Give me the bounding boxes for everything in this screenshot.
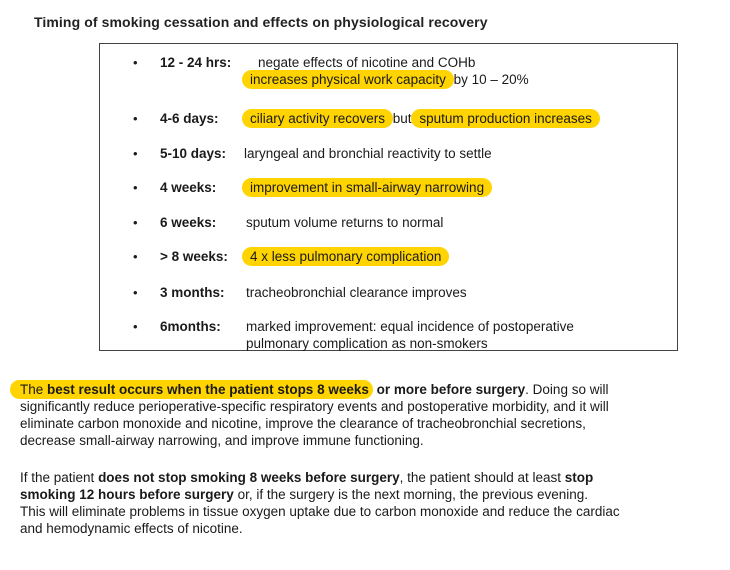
item-label: 3 months: (160, 285, 225, 300)
text-fragment: If the patient (20, 470, 99, 485)
paragraph-line: This will eliminate problems in tissue o… (20, 504, 620, 519)
text-fragment: , the patient should at least (399, 470, 565, 485)
highlight: The best result occurs when the patient … (10, 380, 373, 399)
paragraph-line: If the patient does not stop smoking 8 w… (20, 469, 720, 486)
item-label: 6months: (160, 319, 221, 334)
highlight: improvement in small-airway narrowing (242, 178, 493, 197)
bullet-icon: • (133, 146, 138, 161)
bullet-icon: • (133, 111, 138, 126)
highlight: sputum production increases (411, 109, 600, 128)
bold-text: does not stop smoking 8 weeks before sur… (98, 470, 400, 485)
item-label: 4-6 days: (160, 111, 219, 126)
bullet-icon: • (133, 215, 138, 230)
text-fragment: The (20, 382, 48, 397)
bold-text: smoking 12 hours before surgery (20, 487, 234, 502)
item-label: 6 weeks: (160, 215, 217, 230)
item-text: negate effects of nicotine and COHb (258, 55, 476, 70)
paragraph-if-not-stop: If the patient does not stop smoking 8 w… (20, 469, 720, 537)
text-fragment: . Doing so will (525, 382, 609, 397)
text-fragment: or, if the surgery is the next morning, … (233, 487, 589, 502)
bullet-icon: • (133, 249, 138, 264)
item-label: 4 weeks: (160, 180, 217, 195)
item-text: tracheobronchial clearance improves (246, 285, 467, 300)
item-text: 4 x less pulmonary complication (242, 247, 450, 266)
item-text: laryngeal and bronchial reactivity to se… (244, 146, 492, 161)
bold-text: stop (564, 470, 594, 485)
item-text: sputum volume returns to normal (246, 215, 444, 230)
item-label: 5-10 days: (160, 146, 227, 161)
paragraph-best-result: The best result occurs when the patient … (10, 380, 720, 449)
paragraph-line: significantly reduce perioperative-speci… (20, 399, 609, 414)
highlight: 4 x less pulmonary complication (242, 247, 450, 266)
bold-text: best result occurs when the patient stop… (47, 382, 369, 397)
highlight: ciliary activity recovers (242, 109, 394, 128)
paragraph-line: and hemodynamic effects of nicotine. (20, 521, 243, 536)
item-text-mid: but (389, 111, 416, 126)
item-text: ciliary activity recovers but sputum pro… (242, 109, 600, 128)
bullet-icon: • (133, 285, 138, 300)
item-label: > 8 weeks: (160, 249, 228, 264)
item-text-line2: increases physical work capacity by 10 –… (242, 70, 529, 89)
item-text-line2: pulmonary complication as non-smokers (246, 336, 488, 351)
bullet-icon: • (133, 180, 138, 195)
timeline-box: • 12 - 24 hrs: negate effects of nicotin… (99, 43, 678, 351)
bullet-icon: • (133, 55, 138, 70)
paragraph-line: eliminate carbon monoxide and nicotine, … (20, 416, 586, 431)
highlight: increases physical work capacity (242, 70, 454, 89)
document-title: Timing of smoking cessation and effects … (34, 14, 488, 30)
paragraph-line: smoking 12 hours before surgery or, if t… (20, 486, 720, 503)
bold-text: or more before surgery (372, 382, 526, 397)
paragraph-line: The best result occurs when the patient … (10, 380, 720, 399)
item-label: 12 - 24 hrs: (160, 55, 232, 70)
bullet-icon: • (133, 319, 138, 334)
item-text: improvement in small-airway narrowing (242, 178, 493, 197)
paragraph-line: decrease small-airway narrowing, and imp… (20, 433, 424, 448)
item-text: marked improvement: equal incidence of p… (246, 319, 574, 334)
item-text-tail: by 10 – 20% (449, 72, 529, 87)
